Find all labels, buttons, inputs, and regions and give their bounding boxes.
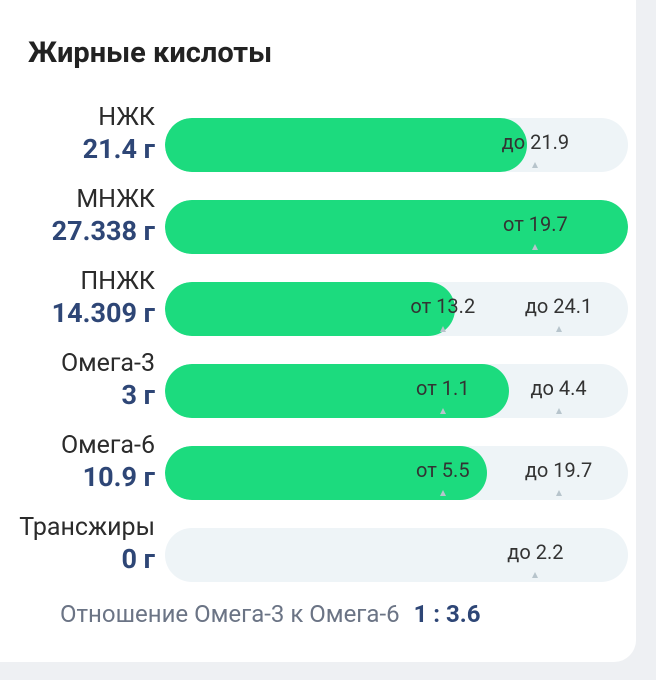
progress-track: до 21.9	[165, 118, 628, 172]
nutrient-row: Трансжиры 0 г до 2.2	[0, 513, 636, 591]
limit-marker	[439, 490, 446, 496]
progress-bar	[165, 282, 455, 336]
ratio-label: Отношение Омега-3 к Омега-6	[60, 600, 400, 628]
section-title: Жирные кислоты	[28, 36, 273, 70]
limit-label: до 21.9	[501, 130, 570, 154]
limit-label: до 24.1	[524, 294, 593, 318]
nutrient-name: Омега-6	[60, 431, 155, 460]
progress-track: от 13.2 до 24.1	[165, 282, 628, 336]
progress-track: от 5.5 до 19.7	[165, 446, 628, 500]
nutrient-value: 3 г	[121, 379, 155, 411]
limit-marker	[555, 408, 562, 414]
limit-label: от 19.7	[503, 212, 568, 236]
ratio-value: 1 : 3.6	[413, 600, 481, 628]
limit-marker	[532, 162, 539, 168]
nutrient-row: ПНЖК 14.309 г от 13.2 до 24.1	[0, 267, 636, 345]
nutrient-row: Омега-6 10.9 г от 5.5 до 19.7	[0, 431, 636, 509]
progress-bar	[165, 200, 628, 254]
limit-label: до 2.2	[507, 540, 564, 564]
nutrient-name: ПНЖК	[80, 267, 155, 296]
limit-label: от 5.5	[416, 458, 470, 482]
nutrient-name: Трансжиры	[19, 513, 155, 542]
progress-track: от 19.7	[165, 200, 628, 254]
nutrient-value: 0 г	[121, 543, 155, 575]
limit-label: до 4.4	[530, 376, 587, 400]
card: Жирные кислоты Отношение Омега-3 к Омега…	[0, 0, 636, 662]
limit-marker	[555, 326, 562, 332]
nutrient-value: 21.4 г	[82, 133, 155, 165]
progress-bar	[165, 446, 487, 500]
nutrient-value: 27.338 г	[51, 215, 155, 247]
limit-marker	[532, 244, 539, 250]
limit-marker	[532, 572, 539, 578]
limit-label: от 13.2	[410, 294, 476, 318]
nutrient-value: 10.9 г	[82, 461, 155, 493]
nutrient-name: Омега-3	[60, 349, 155, 378]
nutrient-value: 14.309 г	[51, 297, 155, 329]
limit-label: до 19.7	[524, 458, 593, 482]
ratio: Отношение Омега-3 к Омега-6 1 : 3.6	[60, 600, 481, 628]
limit-marker	[439, 326, 446, 332]
limit-label: от 1.1	[416, 376, 470, 400]
nutrient-name: МНЖК	[76, 185, 155, 214]
progress-track: от 1.1 до 4.4	[165, 364, 628, 418]
nutrient-row: Омега-3 3 г от 1.1 до 4.4	[0, 349, 636, 427]
nutrient-row: НЖК 21.4 г до 21.9	[0, 103, 636, 181]
nutrient-name: НЖК	[98, 103, 155, 132]
nutrient-row: МНЖК 27.338 г от 19.7	[0, 185, 636, 263]
limit-marker	[555, 490, 562, 496]
progress-bar	[165, 364, 510, 418]
progress-track: до 2.2	[165, 528, 628, 582]
progress-bar	[165, 118, 527, 172]
limit-marker	[439, 408, 446, 414]
